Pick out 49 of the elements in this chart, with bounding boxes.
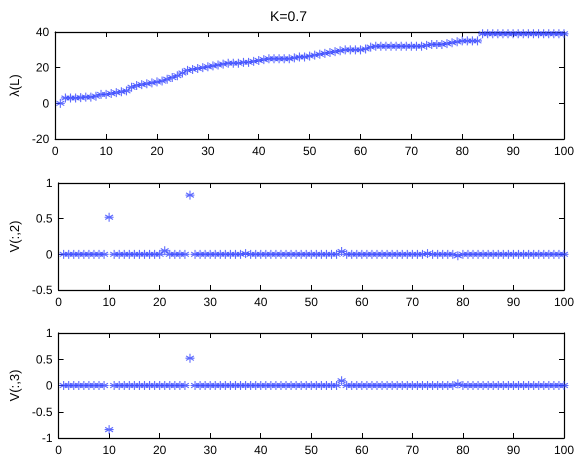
x-tick-label: 20 bbox=[152, 443, 167, 456]
x-tick-label: 20 bbox=[152, 295, 167, 309]
x-tick-label: 0 bbox=[55, 443, 62, 456]
x-tick-label: 0 bbox=[55, 295, 62, 309]
x-tick-label: 30 bbox=[201, 144, 215, 158]
y-tick-label: 40 bbox=[36, 25, 50, 39]
y-tick-label: 1 bbox=[46, 176, 53, 190]
y-tick-label: 0 bbox=[46, 378, 53, 392]
x-tick-label: 50 bbox=[304, 295, 318, 309]
x-tick-label: 60 bbox=[355, 295, 369, 309]
y-axis-title: V(:,3) bbox=[7, 370, 22, 402]
y-axis-title: V(:,2) bbox=[7, 220, 22, 252]
x-tick-label: 90 bbox=[506, 295, 520, 309]
y-tick-label: 0 bbox=[42, 96, 50, 110]
y-tick-label: -20 bbox=[32, 132, 50, 146]
y-tick-label: 0.5 bbox=[36, 352, 53, 366]
x-tick-label: 90 bbox=[506, 443, 520, 456]
x-tick-label: 10 bbox=[102, 295, 116, 309]
x-tick-label: 60 bbox=[355, 443, 369, 456]
x-tick-label: 50 bbox=[304, 443, 318, 456]
y-tick-label: -0.5 bbox=[32, 404, 53, 419]
x-tick-label: 40 bbox=[252, 144, 266, 158]
y-tick-label: -0.5 bbox=[32, 283, 53, 297]
x-tick-label: 90 bbox=[506, 144, 520, 158]
x-tick-label: 80 bbox=[456, 144, 470, 158]
y-tick-label: -1 bbox=[42, 431, 53, 445]
y-tick-label: 1 bbox=[46, 326, 53, 340]
x-tick-label: 70 bbox=[406, 295, 420, 309]
chart-title: K=0.7 bbox=[270, 8, 308, 24]
x-tick-label: 100 bbox=[554, 295, 574, 309]
x-tick-label: 30 bbox=[204, 295, 218, 309]
x-tick-label: 50 bbox=[302, 144, 317, 158]
x-tick-label: 70 bbox=[404, 144, 418, 158]
x-tick-label: 60 bbox=[354, 144, 368, 158]
x-tick-label: 40 bbox=[254, 443, 268, 456]
x-tick-label: 80 bbox=[456, 443, 470, 456]
y-axis-title: λ(L) bbox=[7, 74, 22, 97]
x-tick-label: 100 bbox=[554, 443, 574, 456]
x-tick-label: 20 bbox=[150, 144, 164, 158]
x-tick-label: 40 bbox=[254, 295, 268, 309]
x-tick-label: 100 bbox=[554, 144, 574, 158]
x-tick-label: 10 bbox=[102, 443, 116, 456]
y-tick-label: 0.5 bbox=[36, 212, 53, 226]
x-tick-label: 30 bbox=[204, 443, 218, 456]
y-tick-label: 0 bbox=[46, 247, 53, 262]
x-tick-label: 10 bbox=[99, 144, 114, 158]
y-tick-label: 20 bbox=[36, 60, 50, 75]
x-tick-label: 70 bbox=[406, 443, 420, 456]
x-tick-label: 80 bbox=[456, 295, 470, 309]
